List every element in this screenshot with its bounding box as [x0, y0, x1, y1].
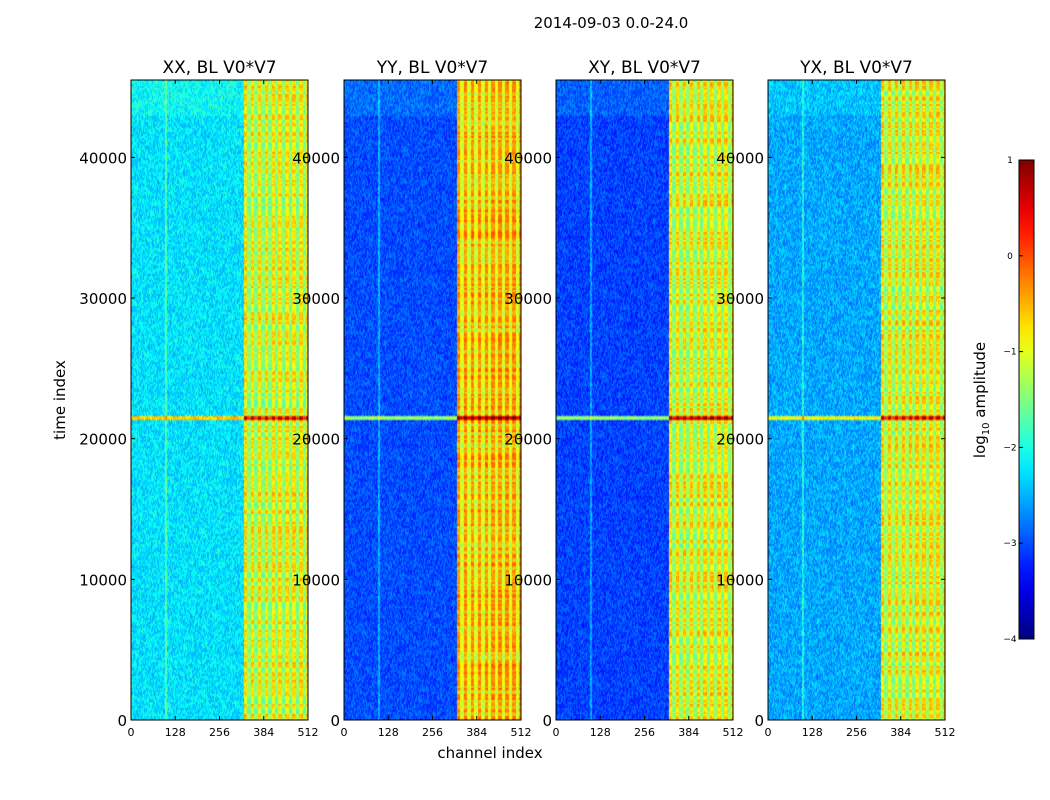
- y-tick-label: 40000: [292, 149, 340, 167]
- x-tick-label: 256: [846, 726, 867, 739]
- x-tick-label: 256: [209, 726, 230, 739]
- y-tick-label: 20000: [292, 431, 340, 449]
- x-tick-label: 128: [802, 726, 823, 739]
- x-tick-label: 512: [723, 726, 744, 739]
- x-tick-label: 256: [422, 726, 443, 739]
- x-tick-label: 384: [253, 726, 274, 739]
- heatmap-panel-2: YY, BL V0*V7 0 128 256 384 512 0 10000 20000 3000…: [292, 58, 531, 739]
- x-tick-label: 512: [298, 726, 319, 739]
- heatmap-panel-3: XY, BL V0*V7 0 128 256 384 512 0 10000 20000 3000…: [504, 58, 743, 739]
- y-tick-label: 30000: [79, 290, 127, 308]
- panel-title: XY, BL V0*V7: [588, 58, 701, 78]
- y-tick-label: 20000: [79, 431, 127, 449]
- colorbar-tick-label: 0: [1007, 252, 1013, 262]
- y-tick-label: 40000: [716, 149, 764, 167]
- y-tick-label: 10000: [79, 571, 127, 589]
- figure-title: 2014-09-03 0.0-24.0: [534, 14, 689, 32]
- panel-title: YY, BL V0*V7: [376, 58, 489, 78]
- x-tick-label: 128: [378, 726, 399, 739]
- colorbar-tick-label: −2: [1003, 443, 1016, 453]
- y-tick-label: 20000: [504, 431, 552, 449]
- y-axis-label: time index: [51, 360, 69, 440]
- colorbar-tick-label: 1: [1007, 156, 1013, 166]
- y-tick-label: 40000: [79, 149, 127, 167]
- heatmap-panel-4: YX, BL V0*V7 0 128 256 384 512 0 10000 20000 3000…: [716, 58, 955, 739]
- colorbar-gradient: [1018, 159, 1035, 640]
- colorbar-tick-label: −4: [1003, 635, 1017, 645]
- y-tick-label: 0: [117, 712, 127, 730]
- heatmap-panel-1: XX, BL V0*V7 0 128 256 384 512 0 10000 20000 3000…: [79, 58, 318, 739]
- y-tick-label: 10000: [292, 571, 340, 589]
- x-tick-label: 0: [553, 726, 560, 739]
- y-tick-label: 0: [542, 712, 552, 730]
- panel-title: YX, BL V0*V7: [799, 58, 913, 78]
- x-tick-label: 128: [590, 726, 611, 739]
- x-tick-label: 384: [678, 726, 699, 739]
- heatmap-image-4: [768, 80, 945, 720]
- y-tick-label: 30000: [292, 290, 340, 308]
- heatmap-image-2: [344, 80, 521, 720]
- colorbar-tick-label: −1: [1003, 348, 1016, 358]
- y-tick-label: 0: [330, 712, 340, 730]
- x-tick-label: 384: [890, 726, 911, 739]
- y-tick-label: 0: [754, 712, 764, 730]
- y-tick-label: 10000: [504, 571, 552, 589]
- colorbar-tick-label: −3: [1003, 539, 1016, 549]
- y-tick-label: 20000: [716, 431, 764, 449]
- x-tick-label: 0: [341, 726, 348, 739]
- x-tick-label: 512: [511, 726, 532, 739]
- y-tick-label: 30000: [504, 290, 552, 308]
- heatmap-image-1: [131, 80, 308, 720]
- y-tick-label: 40000: [504, 149, 552, 167]
- heatmap-image-3: [556, 80, 733, 720]
- x-tick-label: 0: [765, 726, 772, 739]
- x-tick-label: 384: [466, 726, 487, 739]
- x-tick-label: 512: [935, 726, 956, 739]
- y-tick-label: 10000: [716, 571, 764, 589]
- colorbar-label: log10 amplitude: [971, 342, 992, 458]
- x-tick-label: 0: [128, 726, 135, 739]
- panels-group: XX, BL V0*V7 0 128 256 384 512 0 10000 20000 3000…: [79, 58, 955, 739]
- panel-title: XX, BL V0*V7: [162, 58, 276, 78]
- colorbar: 1 0 −1 −2 −3 −4 log10 amplitude: [971, 156, 1035, 645]
- x-tick-label: 256: [634, 726, 655, 739]
- x-axis-label: channel index: [437, 744, 542, 762]
- y-tick-label: 30000: [716, 290, 764, 308]
- x-tick-label: 128: [165, 726, 186, 739]
